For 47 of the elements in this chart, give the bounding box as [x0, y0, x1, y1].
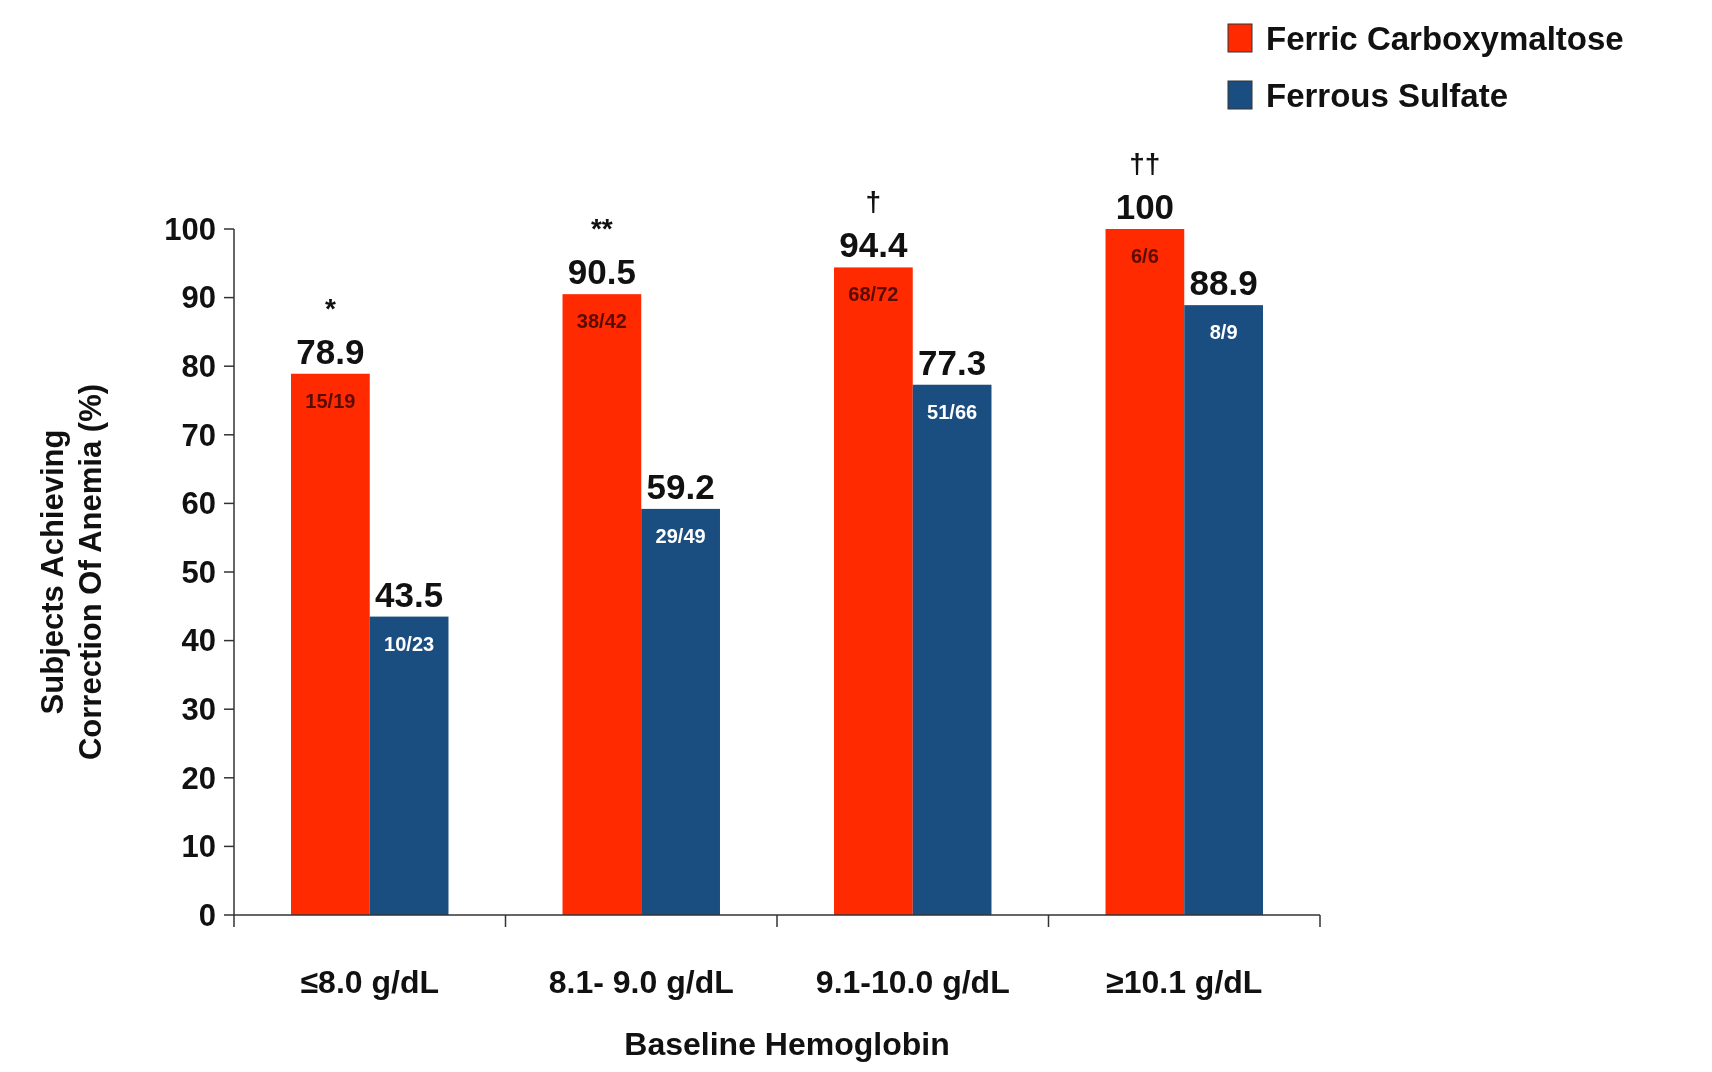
legend-label: Ferrous Sulfate: [1266, 76, 1509, 114]
annotation: *: [324, 292, 336, 324]
y-tick-label: 0: [198, 897, 216, 933]
y-tick-label: 70: [181, 417, 216, 453]
y-tick-label: 20: [181, 760, 216, 796]
bar: [834, 267, 913, 915]
data-label: 88.9: [1189, 263, 1258, 303]
y-tick-label: 50: [181, 554, 216, 590]
x-tick-label: 8.1- 9.0 g/dL: [548, 964, 734, 1000]
data-label: 78.9: [296, 331, 365, 371]
annotation: 15/19: [305, 389, 356, 412]
bar: [641, 508, 720, 915]
y-tick-label: 90: [181, 280, 216, 316]
annotation: 29/49: [655, 524, 706, 547]
bar: [291, 373, 370, 915]
bar: [912, 384, 992, 915]
annotation: 51/66: [927, 400, 978, 423]
annotation: 8/9: [1209, 321, 1238, 344]
annotation: 38/42: [576, 310, 627, 333]
data-label: 43.5: [375, 574, 444, 614]
annotation: **: [590, 213, 613, 245]
y-axis-title: Subjects Achieving Correction Of Anemia (%): [35, 383, 108, 761]
legend-label: Ferric Carboxymaltose: [1266, 19, 1624, 57]
x-axis-title: Baseline Hemoglobin: [624, 1026, 950, 1062]
bar: [562, 294, 642, 915]
y-tick-label: 30: [181, 692, 216, 728]
y-tick-label: 60: [181, 486, 216, 522]
data-label: 77.3: [918, 342, 987, 382]
bar: [369, 616, 449, 915]
y-tick-label: 80: [181, 349, 216, 385]
annotation: †: [865, 186, 882, 218]
bar: [1105, 229, 1185, 915]
x-tick-label: ≥10.1 g/dL: [1106, 964, 1263, 1000]
annotation: 10/23: [384, 632, 435, 655]
annotation: 68/72: [848, 283, 899, 306]
data-label: 100: [1115, 187, 1175, 226]
annotation: 6/6: [1130, 245, 1159, 267]
data-label: 59.2: [646, 466, 715, 506]
annotation: ††: [1129, 148, 1161, 179]
x-tick-label: ≤8.0 g/dL: [300, 964, 439, 1000]
y-tick-label: 10: [181, 829, 216, 865]
data-label: 94.4: [839, 225, 908, 265]
y-tick-label: 100: [164, 211, 216, 247]
y-tick-label: 40: [181, 623, 216, 659]
x-tick-label: 9.1-10.0 g/dL: [815, 964, 1010, 1000]
bar: [1184, 305, 1263, 915]
data-label: 90.5: [567, 252, 636, 292]
